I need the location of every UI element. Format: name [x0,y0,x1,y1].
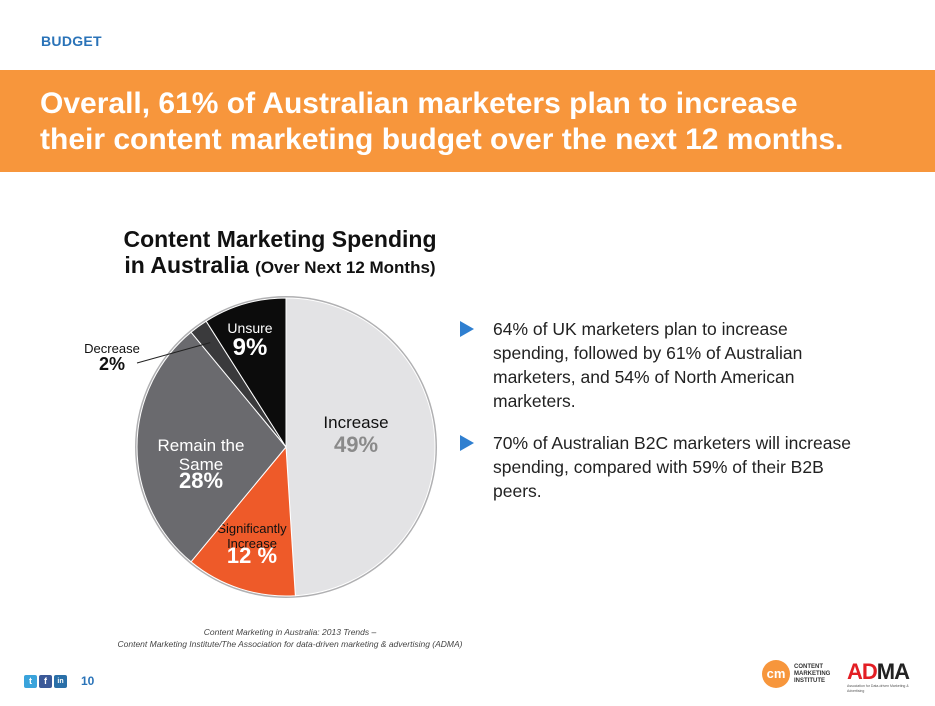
adma-logo-ad: AD [847,659,878,684]
source-line-2: Content Marketing Institute/The Associat… [117,639,463,649]
facebook-icon[interactable]: f [39,674,52,688]
cmi-logo-mark: cm [762,660,790,688]
slice-label: Increase [227,536,277,551]
headline-banner [0,70,935,172]
adma-logo-tagline: Association for Data-driven Marketing & … [847,684,909,693]
bullet-arrow-icon [460,321,474,337]
pie-slice-significantly-increase [190,445,296,597]
cmi-logo: cm CONTENT MARKETING INSTITUTE [762,660,842,688]
decrease-leader-line [136,342,211,364]
source-citation: Content Marketing in Australia: 2013 Tre… [70,626,510,650]
chart-title-line-2: in Australia [124,252,249,278]
pie-slice-increase [285,297,436,597]
adma-logo-ma: MA [876,659,910,684]
slice-label: Remain the [158,436,245,455]
slice-value: 9% [233,334,268,361]
section-label: BUDGET [41,33,102,49]
slice-label: Increase [323,413,388,432]
slice-label: Significantly [217,521,287,536]
chart-title-line-1: Content Marketing Spending [123,226,437,252]
bullet-item: 70% of Australian B2C marketers will inc… [460,431,860,503]
page-number: 10 [81,674,95,688]
linkedin-icon[interactable]: in [54,674,67,688]
bullet-list: 64% of UK marketers plan to increase spe… [460,317,860,521]
cmi-logo-text: CONTENT MARKETING INSTITUTE [794,663,831,684]
bullet-text: 64% of UK marketers plan to increase spe… [493,319,803,411]
slice-value: 2% [99,354,125,374]
slice-label: Unsure [227,320,272,336]
headline: Overall, 61% of Australian marketers pla… [40,86,920,158]
headline-line-2: their content marketing budget over the … [40,123,844,156]
footer-social: t f in 10 [24,674,94,688]
slice-label: Decrease [84,341,140,356]
adma-logo: ADMA Association for Data-driven Marketi… [847,660,917,694]
bullet-item: 64% of UK marketers plan to increase spe… [460,317,860,413]
slice-value: 28% [179,468,223,493]
source-line-1: Content Marketing in Australia: 2013 Tre… [203,627,377,637]
bullet-arrow-icon [460,435,474,451]
twitter-icon[interactable]: t [24,674,37,688]
slice-value: 12 % [227,543,277,568]
chart-title: Content Marketing Spending in Australia … [100,226,460,281]
slice-label: Same [179,455,223,474]
headline-line-1: Overall, 61% of Australian marketers pla… [40,87,798,120]
pie-slice-unsure [205,297,287,449]
slice-value: 49% [334,432,378,457]
bullet-text: 70% of Australian B2C marketers will inc… [493,433,851,501]
chart-subtitle: (Over Next 12 Months) [255,258,436,277]
